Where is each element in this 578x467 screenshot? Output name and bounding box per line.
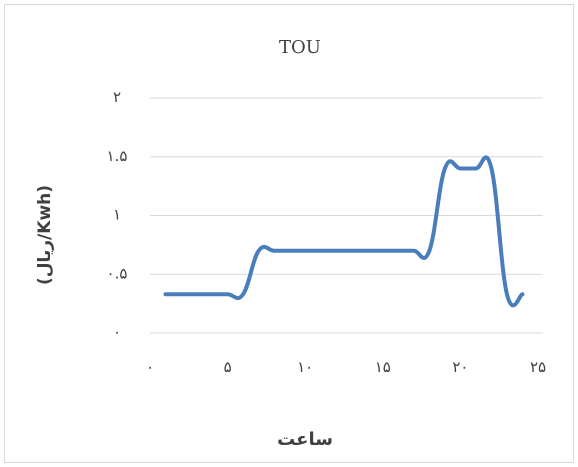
- x-axis-label: ساعت: [277, 429, 333, 450]
- y-tick-label: ۰.۵: [107, 264, 128, 282]
- x-tick-label: ۲۵: [530, 358, 546, 376]
- y-tick-label: ۱: [113, 206, 121, 224]
- y-tick-label: ۲: [113, 88, 121, 106]
- y-tick-label: ۰: [113, 323, 121, 341]
- chart-title: TOU: [279, 37, 321, 58]
- x-tick-label: ۲۰: [452, 358, 468, 376]
- line-series: [163, 155, 525, 308]
- y-axis-label: (ریال/Kwh): [35, 185, 55, 285]
- x-tick-label: ۰: [146, 358, 154, 376]
- x-tick-label: ۵: [224, 358, 232, 376]
- x-tick-label: ۱۵: [375, 358, 391, 376]
- y-tick-label: ۱.۵: [107, 147, 128, 165]
- chart-border: [4, 4, 574, 463]
- x-tick-label: ۱۰: [297, 358, 313, 376]
